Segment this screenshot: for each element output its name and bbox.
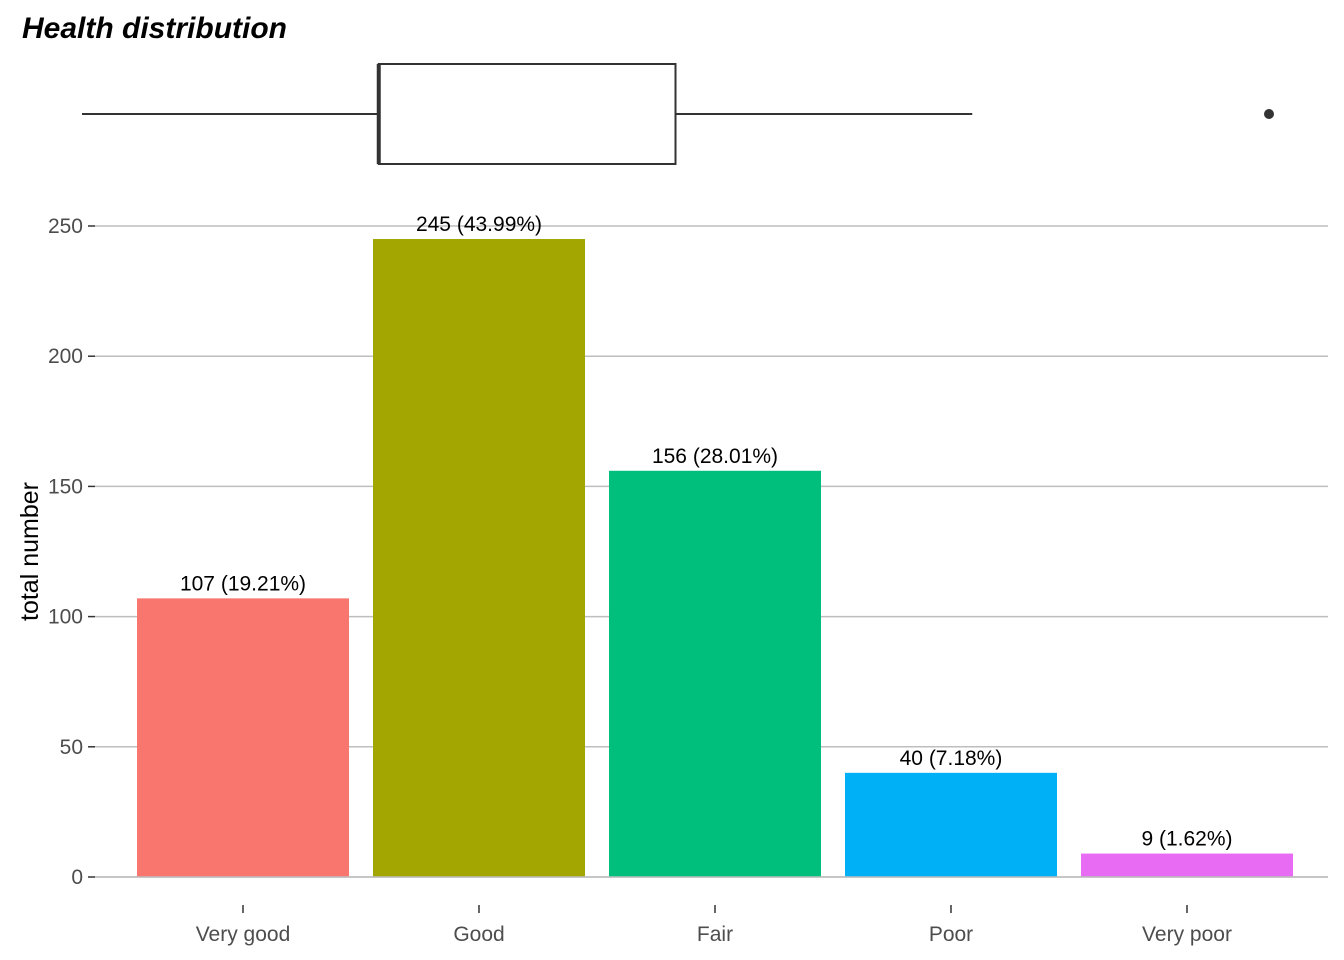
bar-very-poor [1081,853,1293,877]
bar-very-good [137,598,349,877]
box-iqr [377,63,677,165]
xtick-label: Fair [697,923,733,946]
data-label: 9 (1.62%) [1141,828,1232,851]
ytick-label: 150 [48,475,83,498]
ytick-label: 100 [48,606,83,629]
y-axis-title: total number [16,482,44,621]
ytick-label: 0 [71,866,83,889]
xtick-label: Very good [196,923,291,946]
data-label: 245 (43.99%) [416,213,542,236]
data-label: 156 (28.01%) [652,445,778,468]
ytick-label: 250 [48,215,83,238]
xtick-label: Very poor [1142,923,1232,946]
bar-fair [609,470,821,877]
ytick-label: 200 [48,345,83,368]
box-outlier-0 [1264,109,1274,119]
data-label: 40 (7.18%) [900,747,1003,770]
bar-good [373,239,585,877]
data-label: 107 (19.21%) [180,572,306,595]
xtick-label: Good [453,923,504,946]
xtick-label: Poor [929,923,973,946]
chart-title: Health distribution [22,12,287,45]
bar-poor [845,772,1057,877]
ytick-label: 50 [60,736,83,759]
